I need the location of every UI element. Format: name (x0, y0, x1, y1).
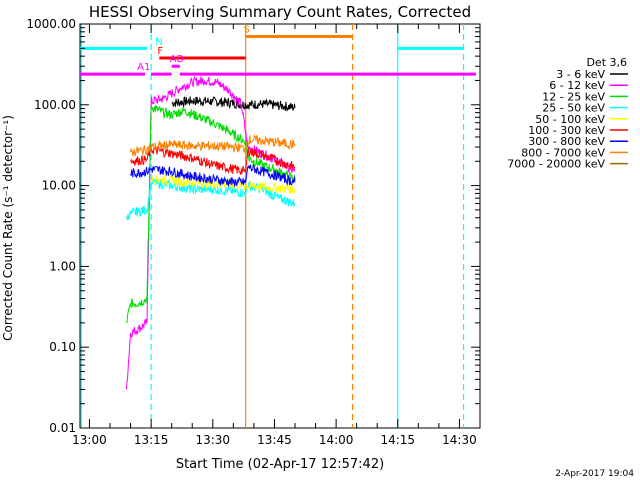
y-tick-label: 0.10 (49, 340, 76, 354)
chart-title: HESSI Observing Summary Count Rates, Cor… (89, 3, 471, 21)
annotation-label: AD (170, 54, 185, 65)
annotation-label: F (157, 46, 163, 57)
y-tick-label: 0.01 (49, 421, 76, 435)
legend-label: 25 - 50 keV (542, 102, 605, 115)
y-tick-label: 1.00 (49, 259, 76, 273)
vertical-lines-group (80, 24, 465, 428)
legend-label: 100 - 300 keV (528, 124, 605, 137)
series-group (126, 75, 296, 390)
y-axis-label: Corrected Count Rate (s⁻¹ detector⁻¹) (1, 115, 15, 341)
y-tick-label: 100.00 (34, 98, 76, 112)
x-tick-label: 14:15 (380, 433, 415, 447)
legend-label: 800 - 7000 keV (521, 146, 605, 159)
series-line (126, 75, 296, 390)
annotation-label: S (244, 25, 250, 36)
series-line (130, 164, 296, 188)
legend-label: 6 - 12 keV (549, 79, 605, 92)
annotation-bars-group: NF S AD A1 (80, 25, 476, 76)
x-tick-label: 13:30 (195, 433, 230, 447)
plot-frame-group (79, 23, 481, 429)
plot-frame (79, 23, 481, 429)
y-tick-label: 1000.00 (26, 17, 76, 31)
x-axis-label: Start Time (02-Apr-17 12:57:42) (176, 457, 384, 472)
legend-title: Det 3,6 (586, 56, 627, 69)
legend-label: 50 - 100 keV (535, 113, 605, 126)
series-line (171, 96, 296, 112)
legend-label: 300 - 800 keV (528, 135, 605, 148)
y-tick-label: 10.00 (42, 179, 76, 193)
legend-label: 12 - 25 keV (542, 90, 605, 103)
annotation-label: N (155, 36, 162, 47)
x-tick-label: 13:15 (134, 433, 169, 447)
x-tick-label: 13:45 (257, 433, 292, 447)
legend-label: 3 - 6 keV (556, 68, 605, 81)
series-line (130, 134, 296, 158)
series-line (130, 145, 296, 175)
x-tick-label: 14:30 (442, 433, 477, 447)
legend-label: 7000 - 20000 keV (507, 158, 605, 171)
x-tick-label: 13:00 (72, 433, 107, 447)
timestamp-footer: 2-Apr-2017 19:04 (555, 469, 634, 479)
series-line (126, 104, 296, 324)
x-tick-label: 14:00 (319, 433, 354, 447)
series-line (126, 177, 296, 221)
annotation-label: A1 (137, 62, 150, 73)
axes-group: 0.01 0.10 1.00 10.00 100.00 1000.00 13:00 13:15… (26, 17, 481, 447)
